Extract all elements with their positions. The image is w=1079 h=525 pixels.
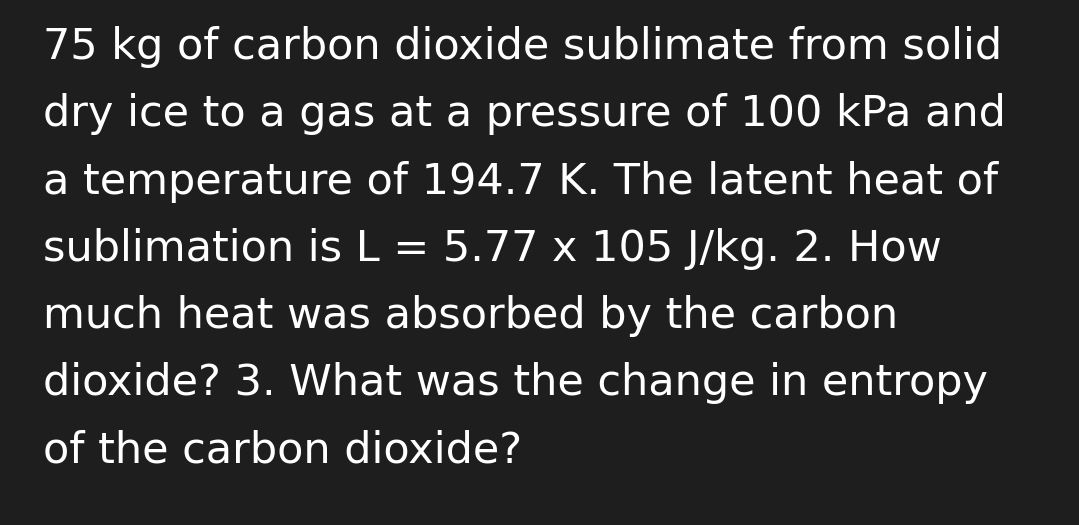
Text: of the carbon dioxide?: of the carbon dioxide? [43, 429, 522, 471]
Text: 75 kg of carbon dioxide sublimate from solid: 75 kg of carbon dioxide sublimate from s… [43, 26, 1002, 68]
Text: sublimation is L = 5.77 x 105 J/kg. 2. How: sublimation is L = 5.77 x 105 J/kg. 2. H… [43, 228, 942, 270]
Text: much heat was absorbed by the carbon: much heat was absorbed by the carbon [43, 295, 899, 337]
Text: dioxide? 3. What was the change in entropy: dioxide? 3. What was the change in entro… [43, 362, 988, 404]
Text: a temperature of 194.7 K. The latent heat of: a temperature of 194.7 K. The latent hea… [43, 161, 998, 203]
Text: dry ice to a gas at a pressure of 100 kPa and: dry ice to a gas at a pressure of 100 kP… [43, 93, 1006, 135]
